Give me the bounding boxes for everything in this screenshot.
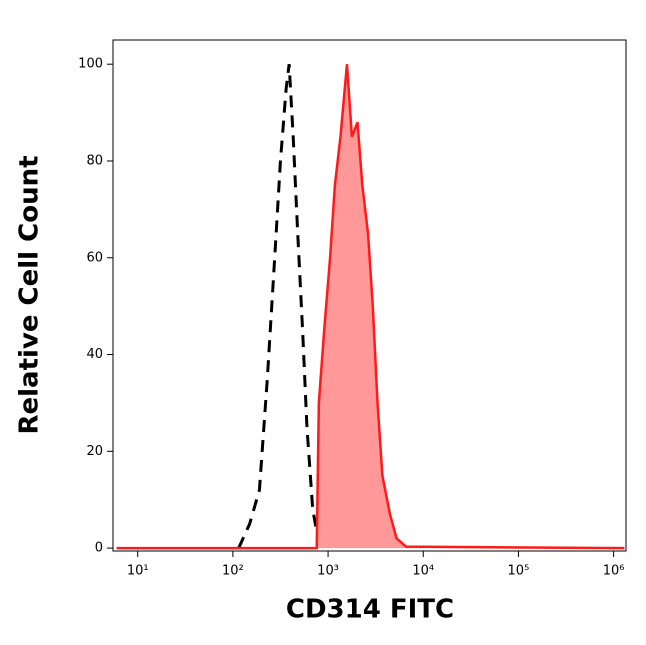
- y-tick-label: 60: [86, 250, 103, 265]
- y-tick-label: 40: [86, 347, 103, 362]
- y-tick-label: 20: [86, 444, 103, 459]
- plot-frame: [112, 39, 627, 552]
- x-tick-label: 10⁶: [603, 564, 625, 579]
- series-area: [116, 64, 625, 549]
- x-tick-label: 10⁴: [412, 564, 434, 579]
- y-tick-label: 100: [78, 57, 103, 72]
- x-tick-label: 10⁵: [508, 564, 530, 579]
- x-tick-label: 10¹: [127, 564, 149, 579]
- series-line: [116, 64, 625, 550]
- x-tick-label: 10²: [222, 564, 244, 579]
- series-line: [237, 64, 327, 550]
- y-tick-label: 80: [86, 153, 103, 168]
- x-tick-label: 10³: [317, 564, 339, 579]
- y-axis-title: Relative Cell Count: [15, 155, 45, 434]
- y-tick-label: 0: [95, 541, 103, 556]
- x-axis-title: CD314 FITC: [286, 595, 454, 625]
